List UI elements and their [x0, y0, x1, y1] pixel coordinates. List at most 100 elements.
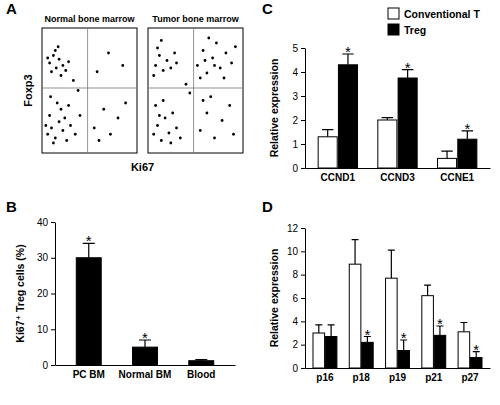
tick: 40 — [37, 217, 55, 228]
bar — [362, 342, 374, 368]
point — [58, 58, 61, 61]
point — [171, 112, 174, 115]
tick-label: CCND1 — [321, 172, 356, 183]
figure: A Normal bone marrow Tumor bone marrow Foxp… — [0, 0, 500, 405]
significance-label: * — [345, 43, 351, 60]
points — [42, 28, 137, 153]
tick-label: 10 — [287, 246, 299, 257]
x-axis-title: Ki67 — [131, 161, 154, 173]
bar — [434, 335, 446, 368]
error-bar — [424, 285, 431, 296]
tick-label: 3 — [292, 91, 298, 102]
point — [168, 132, 171, 135]
point — [107, 52, 110, 55]
y-axis-title: Foxp3 — [22, 74, 34, 106]
point — [58, 120, 61, 123]
point — [93, 127, 96, 130]
bar — [438, 158, 457, 168]
error-bar — [195, 360, 207, 361]
plot-title: Normal bone marrow — [44, 14, 135, 24]
point — [175, 62, 178, 65]
x-axis: CCND1 CCND3 CCNE1 — [306, 169, 491, 184]
bar — [76, 258, 101, 365]
point — [50, 70, 53, 73]
significance-label: * — [405, 59, 411, 76]
point — [154, 64, 157, 67]
tick-label: 10 — [37, 324, 49, 335]
point — [228, 104, 231, 107]
legend-swatch — [388, 8, 399, 19]
error-bar — [352, 240, 359, 264]
tick-label: 2 — [292, 339, 298, 350]
y-axis: 012345 — [292, 43, 305, 174]
gate-line — [193, 28, 194, 153]
tick-mark — [301, 251, 305, 252]
point — [65, 139, 68, 142]
tick-mark — [301, 298, 305, 299]
point — [169, 67, 172, 70]
tick-label: 6 — [292, 293, 298, 304]
tick-label: 0 — [292, 363, 298, 374]
tick-mark — [301, 368, 305, 369]
point — [160, 139, 163, 142]
tick-mark — [301, 72, 305, 73]
tick: 0 — [42, 360, 55, 371]
point — [225, 52, 228, 55]
axis-line — [306, 368, 491, 369]
tick: 10 — [37, 324, 55, 335]
bar — [398, 351, 410, 369]
point — [230, 62, 233, 65]
point — [69, 124, 72, 127]
bar — [189, 361, 214, 365]
tick-label: 1 — [292, 139, 298, 150]
point — [199, 77, 202, 80]
y-axis: 024681012 — [287, 223, 306, 374]
panel-letter: A — [6, 0, 17, 17]
y-axis-title: Relative expression — [268, 59, 280, 158]
error-bar — [388, 250, 395, 278]
point — [48, 114, 51, 117]
point — [44, 124, 47, 127]
significance-label: * — [401, 329, 407, 346]
point — [67, 60, 70, 63]
tick-mark — [51, 365, 55, 366]
tick: 4 — [292, 316, 305, 327]
tick: Blood — [187, 369, 215, 380]
tick-label: 4 — [292, 316, 298, 327]
tick-mark — [301, 345, 305, 346]
tick-label: CCNE1 — [440, 172, 474, 183]
tick: CCND1 — [321, 172, 356, 183]
point — [219, 67, 222, 70]
point — [206, 112, 209, 115]
error-bar — [460, 323, 467, 332]
error-bar — [328, 325, 335, 337]
tick-mark — [51, 258, 55, 259]
tick-mark — [51, 329, 55, 330]
tick: 12 — [287, 223, 305, 234]
tick-label: 5 — [292, 43, 298, 54]
point — [46, 133, 49, 136]
x-axis: PC BMNormal BMBlood — [56, 366, 236, 381]
tick-label: p18 — [353, 372, 371, 383]
point — [109, 133, 112, 136]
tick-label: 40 — [37, 217, 49, 228]
axis-line — [56, 365, 236, 366]
point — [48, 62, 51, 65]
tick: 0 — [292, 163, 305, 174]
point — [152, 74, 155, 77]
tick: Normal BM — [119, 369, 172, 380]
tick-label: 30 — [37, 252, 49, 263]
point — [57, 45, 60, 48]
point — [158, 114, 161, 117]
plot-title: Tumor bone marrow — [152, 14, 239, 24]
tick-label: 12 — [287, 223, 299, 234]
tick-mark — [301, 275, 305, 276]
point — [175, 127, 178, 130]
tick-mark — [301, 96, 305, 97]
point — [60, 74, 63, 77]
bars — [76, 243, 213, 365]
legend-label: Conventional T — [404, 8, 480, 20]
tick-label: 0 — [292, 163, 298, 174]
point — [188, 92, 191, 95]
tick: CCND3 — [380, 172, 415, 183]
